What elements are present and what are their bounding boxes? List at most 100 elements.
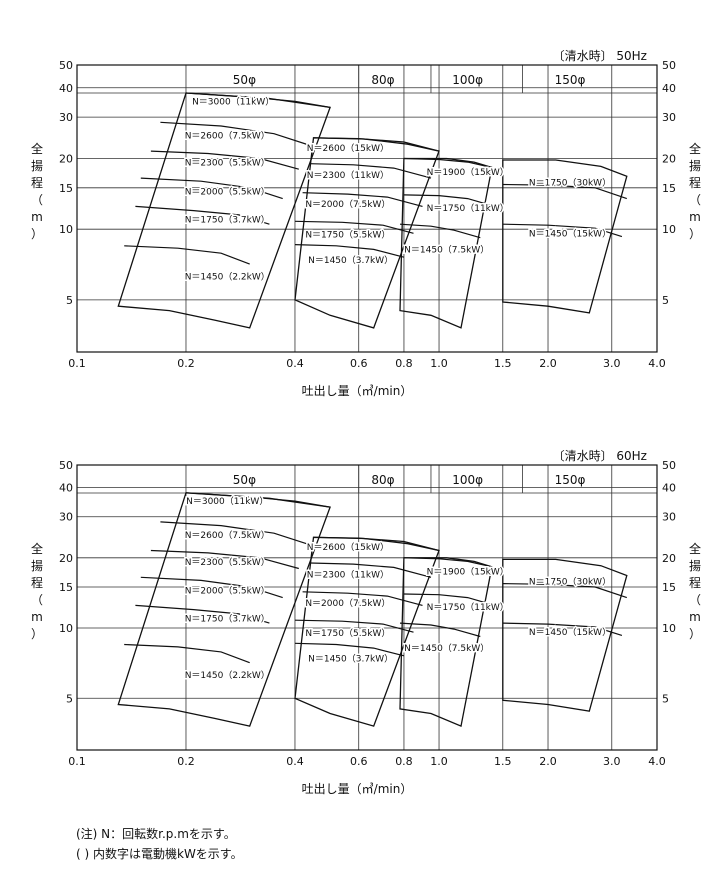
pump-curve: [185, 92, 331, 108]
pump-performance-chart-50hz: 50φ 80φ 100φ 150φ N＝3000（11kW） N＝2600（7.5kW） N…: [31, 49, 701, 398]
y-tick-label: 10: [59, 622, 73, 635]
pump-curve-label: N＝3000（11kW）: [186, 496, 268, 507]
x-tick-label: 3.0: [603, 755, 621, 768]
pump-curve-label: N＝1750（5.5kW）: [305, 628, 390, 639]
pump-curve: [294, 619, 414, 633]
pump-curve: [502, 622, 623, 636]
bore-label: 100φ: [452, 73, 483, 87]
y-tick-label-right: 40: [662, 482, 676, 495]
y-tick-label-right: 15: [662, 581, 676, 594]
pump-curve: [294, 244, 405, 258]
y-axis-title-right: 全揚程（ m）: [689, 141, 701, 241]
x-tick-label: 0.4: [286, 755, 304, 768]
x-axis-title: 吐出し量（㎥/min）: [302, 384, 413, 398]
pump-curve: [294, 642, 405, 657]
pump-curve: [302, 591, 423, 606]
x-tick-label: 0.6: [350, 357, 368, 370]
x-tick-label: 0.2: [177, 755, 195, 768]
condition-note: 〔清水時〕 50Hz: [553, 49, 647, 63]
y-axis-title-right: 全揚程（ m）: [689, 541, 701, 641]
pump-curve: [135, 604, 270, 624]
x-tick-label: 1.5: [494, 755, 512, 768]
x-tick-label: 4.0: [648, 357, 666, 370]
x-tick-label: 0.4: [286, 357, 304, 370]
pump-curve-label: N＝2000（7.5kW）: [305, 598, 390, 609]
pump-curve-label: N＝1900（15kW）: [427, 167, 509, 178]
x-tick-label: 0.6: [350, 755, 368, 768]
pump-curve: [399, 622, 481, 638]
pump-curve: [403, 593, 493, 606]
pump-curve-label: N＝1750（5.5kW）: [305, 229, 390, 240]
bore-label: 150φ: [555, 73, 586, 87]
pump-curve: [160, 521, 314, 547]
pump-curve-label: N＝1450（7.5kW）: [404, 244, 489, 255]
y-tick-label: 20: [59, 552, 73, 565]
y-tick-label-right: 10: [662, 223, 676, 236]
pump-curve: [140, 576, 283, 599]
x-tick-label: 1.5: [494, 357, 512, 370]
bore-label: 100φ: [452, 473, 483, 487]
y-tick-label: 5: [66, 692, 73, 705]
pump-curve-label: N＝2300（5.5kW）: [185, 158, 270, 169]
pump-curve: [140, 177, 283, 200]
pump-curve-label: N＝1450（2.2kW）: [185, 271, 270, 282]
pump-curve-label: N＝1750（3.7kW）: [185, 214, 270, 225]
pump-curve: [185, 492, 331, 508]
pump-curve-label: N＝1450（7.5kW）: [404, 643, 489, 654]
pump-curve-label: N＝1450（15kW）: [529, 228, 611, 239]
pump-curve: [124, 245, 250, 265]
pump-curve: [309, 163, 432, 179]
footnote-rpm: (注) N：回転数r.p.mを示す。: [76, 827, 236, 841]
y-tick-label-right: 50: [662, 459, 676, 472]
x-tick-label: 2.0: [539, 755, 557, 768]
x-tick-label: 2.0: [539, 357, 557, 370]
y-axis-title: 全揚程（ m）: [31, 541, 43, 641]
y-tick-label: 50: [59, 59, 73, 72]
pump-curve: [313, 137, 440, 152]
pump-curve: [403, 194, 493, 207]
bore-label: 50φ: [233, 473, 256, 487]
pump-curve-label: N＝2600（15kW）: [307, 542, 389, 553]
pump-curve-label: N＝2300（11kW）: [307, 170, 389, 181]
x-tick-label: 0.2: [177, 357, 195, 370]
bore-label: 50φ: [233, 73, 256, 87]
plot-frame: [76, 64, 658, 353]
pump-curve-label: N＝1750（11kW）: [427, 203, 509, 214]
y-tick-label-right: 20: [662, 152, 676, 165]
pump-curve: [309, 562, 432, 578]
pump-curve-label: N＝1450（15kW）: [529, 627, 611, 638]
y-tick-label: 50: [59, 459, 73, 472]
pump-curve: [150, 549, 299, 570]
pump-curve-label: N＝1900（15kW）: [427, 566, 509, 577]
y-tick-label-right: 10: [662, 622, 676, 635]
pump-curve-label: N＝2000（7.5kW）: [305, 199, 390, 210]
pump-curve: [294, 220, 414, 234]
x-tick-label: 0.1: [68, 755, 86, 768]
pump-curve: [302, 192, 423, 207]
pump-curve: [124, 643, 250, 664]
pump-curve-label: N＝2600（15kW）: [307, 143, 389, 154]
y-tick-label-right: 30: [662, 111, 676, 124]
pump-curve-label: N＝3000（11kW）: [192, 96, 274, 107]
y-tick-label: 40: [59, 482, 73, 495]
bore-label: 150φ: [555, 473, 586, 487]
pump-curve: [403, 157, 493, 169]
pump-curve-label: N＝1450（3.7kW）: [308, 654, 393, 665]
pump-curve-label: N＝1750（30kW）: [529, 577, 611, 588]
y-tick-label: 15: [59, 581, 73, 594]
y-tick-label-right: 50: [662, 59, 676, 72]
operating-range-envelope: [399, 157, 493, 329]
y-tick-label-right: 40: [662, 82, 676, 95]
x-tick-label: 0.8: [395, 755, 413, 768]
pump-curve: [502, 183, 627, 200]
x-tick-label: 1.0: [430, 357, 448, 370]
operating-range-envelope: [117, 492, 331, 727]
pump-performance-chart-60hz: 50φ 80φ 100φ 150φ N＝3000（11kW） N＝2600（7.5kW） N…: [31, 449, 701, 796]
pump-curve: [135, 205, 270, 225]
y-tick-label-right: 15: [662, 182, 676, 195]
x-tick-label: 1.0: [430, 755, 448, 768]
y-tick-label: 40: [59, 82, 73, 95]
pump-curve-label: N＝1750（3.7kW）: [185, 613, 270, 624]
pump-curve: [160, 121, 314, 148]
pump-curve: [150, 150, 299, 170]
